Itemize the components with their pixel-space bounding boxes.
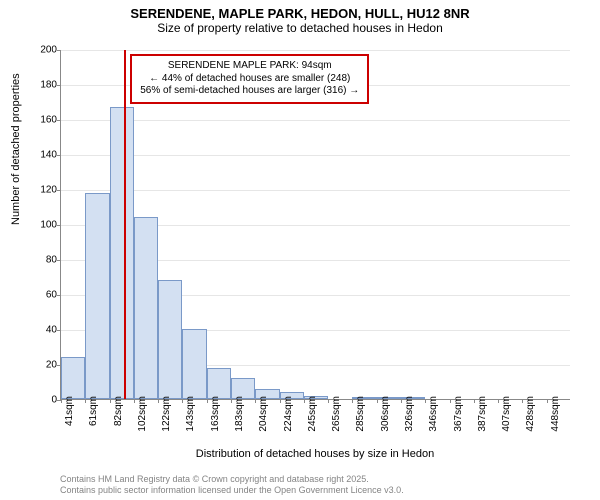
y-tick-mark	[57, 330, 61, 331]
y-tick-label: 120	[29, 185, 57, 196]
x-tick-mark	[158, 399, 159, 403]
x-tick-label: 224sqm	[283, 396, 294, 432]
histogram-bar	[182, 329, 206, 399]
histogram-bar	[61, 357, 85, 399]
footnote-line1: Contains HM Land Registry data © Crown c…	[60, 474, 404, 485]
x-tick-label: 102sqm	[137, 396, 148, 432]
x-tick-label: 265sqm	[331, 396, 342, 432]
y-tick-label: 180	[29, 80, 57, 91]
x-tick-label: 407sqm	[501, 396, 512, 432]
chart-title-block: SERENDENE, MAPLE PARK, HEDON, HULL, HU12…	[0, 0, 600, 35]
x-tick-mark	[522, 399, 523, 403]
chart-title: SERENDENE, MAPLE PARK, HEDON, HULL, HU12…	[0, 6, 600, 21]
histogram-bar	[207, 368, 231, 400]
y-tick-mark	[57, 260, 61, 261]
histogram-bar	[110, 107, 134, 399]
histogram-bar	[158, 280, 182, 399]
x-tick-mark	[231, 399, 232, 403]
x-tick-mark	[450, 399, 451, 403]
x-axis-label: Distribution of detached houses by size …	[60, 448, 570, 460]
x-tick-mark	[280, 399, 281, 403]
x-tick-label: 82sqm	[113, 396, 124, 426]
y-tick-label: 100	[29, 220, 57, 231]
y-tick-mark	[57, 190, 61, 191]
y-tick-mark	[57, 120, 61, 121]
x-tick-mark	[110, 399, 111, 403]
x-tick-mark	[207, 399, 208, 403]
x-tick-label: 183sqm	[234, 396, 245, 432]
x-tick-mark	[352, 399, 353, 403]
x-tick-label: 346sqm	[428, 396, 439, 432]
y-tick-label: 160	[29, 115, 57, 126]
y-tick-label: 20	[29, 360, 57, 371]
chart-area: 02040608010012014016018020041sqm61sqm82s…	[60, 50, 570, 400]
x-tick-mark	[85, 399, 86, 403]
y-tick-label: 40	[29, 325, 57, 336]
x-tick-mark	[401, 399, 402, 403]
x-tick-mark	[61, 399, 62, 403]
grid-line	[61, 155, 570, 156]
annotation-line: SERENDENE MAPLE PARK: 94sqm	[140, 60, 359, 73]
x-tick-mark	[304, 399, 305, 403]
x-tick-label: 143sqm	[185, 396, 196, 432]
y-tick-label: 140	[29, 150, 57, 161]
x-tick-label: 326sqm	[404, 396, 415, 432]
x-tick-label: 245sqm	[307, 396, 318, 432]
x-tick-mark	[377, 399, 378, 403]
x-tick-label: 387sqm	[477, 396, 488, 432]
annotation-line: ← 44% of detached houses are smaller (24…	[140, 73, 359, 86]
y-tick-label: 80	[29, 255, 57, 266]
reference-line	[124, 50, 126, 399]
y-axis-label: Number of detached properties	[10, 73, 22, 225]
footnote-line2: Contains public sector information licen…	[60, 485, 404, 496]
y-tick-mark	[57, 50, 61, 51]
x-tick-label: 367sqm	[453, 396, 464, 432]
y-tick-label: 200	[29, 45, 57, 56]
y-tick-mark	[57, 295, 61, 296]
x-tick-label: 163sqm	[210, 396, 221, 432]
x-tick-label: 428sqm	[525, 396, 536, 432]
grid-line	[61, 120, 570, 121]
x-tick-mark	[547, 399, 548, 403]
footnote: Contains HM Land Registry data © Crown c…	[60, 474, 404, 496]
grid-line	[61, 190, 570, 191]
x-tick-label: 285sqm	[355, 396, 366, 432]
x-tick-mark	[474, 399, 475, 403]
x-tick-label: 61sqm	[88, 396, 99, 426]
y-tick-label: 60	[29, 290, 57, 301]
y-tick-label: 0	[29, 395, 57, 406]
histogram-bar	[85, 193, 109, 400]
y-tick-mark	[57, 155, 61, 156]
histogram-bar	[134, 217, 158, 399]
x-tick-label: 41sqm	[64, 396, 75, 426]
annotation-box: SERENDENE MAPLE PARK: 94sqm← 44% of deta…	[130, 54, 369, 104]
x-tick-label: 306sqm	[380, 396, 391, 432]
grid-line	[61, 50, 570, 51]
x-tick-mark	[328, 399, 329, 403]
plot-region: 02040608010012014016018020041sqm61sqm82s…	[60, 50, 570, 400]
x-tick-label: 204sqm	[258, 396, 269, 432]
y-tick-mark	[57, 225, 61, 226]
x-tick-mark	[182, 399, 183, 403]
x-tick-mark	[255, 399, 256, 403]
x-tick-label: 448sqm	[550, 396, 561, 432]
y-tick-mark	[57, 85, 61, 86]
x-tick-mark	[498, 399, 499, 403]
x-tick-mark	[134, 399, 135, 403]
x-tick-label: 122sqm	[161, 396, 172, 432]
annotation-line: 56% of semi-detached houses are larger (…	[140, 85, 359, 98]
chart-subtitle: Size of property relative to detached ho…	[0, 21, 600, 35]
x-tick-mark	[425, 399, 426, 403]
